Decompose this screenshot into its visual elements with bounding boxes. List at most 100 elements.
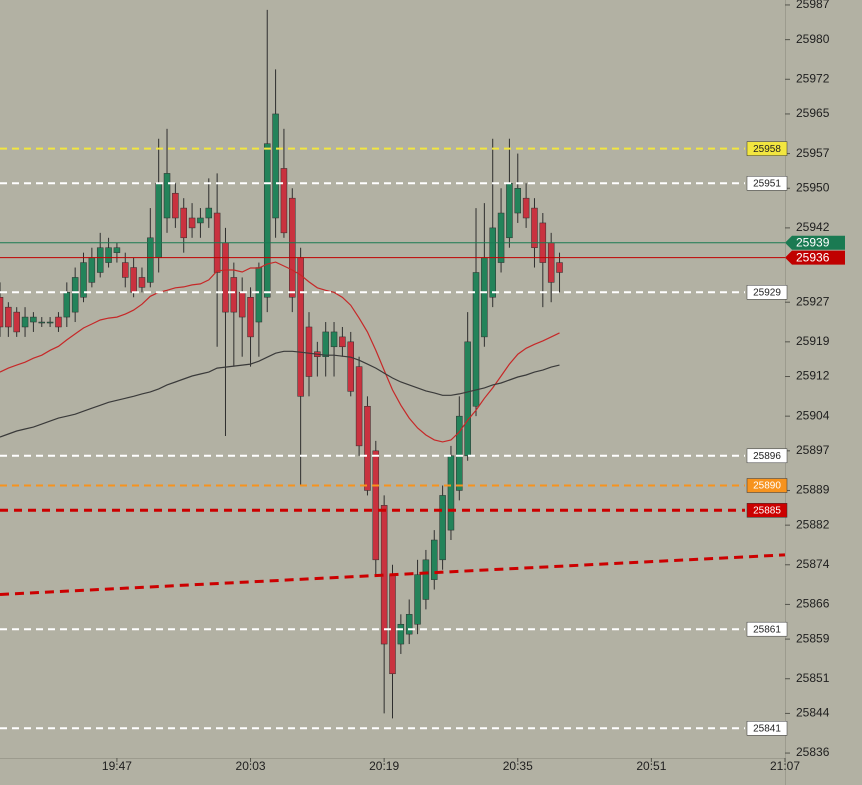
candle-body bbox=[297, 257, 304, 397]
x-tick-label: 20:19 bbox=[369, 759, 399, 773]
candle-body bbox=[405, 614, 413, 635]
candle-body bbox=[347, 341, 354, 392]
y-tick-label: 25889 bbox=[796, 483, 830, 497]
price-label: 25936 bbox=[796, 250, 830, 264]
candle-body bbox=[305, 326, 313, 377]
candle-body bbox=[447, 455, 455, 531]
candle-body bbox=[172, 192, 179, 219]
candle-body bbox=[130, 267, 137, 293]
candle-body bbox=[96, 247, 104, 273]
candle-body bbox=[180, 207, 187, 239]
candle-body bbox=[13, 311, 20, 333]
candle-body bbox=[372, 450, 380, 561]
price-label-box bbox=[785, 250, 845, 265]
candle-body bbox=[464, 341, 471, 457]
candle-body bbox=[514, 188, 522, 214]
level-label: 25929 bbox=[753, 287, 781, 298]
y-tick-label: 25874 bbox=[796, 557, 830, 571]
candle-body bbox=[247, 297, 254, 338]
level-label: 25951 bbox=[753, 178, 781, 189]
candle-body bbox=[63, 292, 71, 318]
level-label-box bbox=[746, 285, 788, 300]
level-label: 25890 bbox=[753, 481, 781, 492]
candle-body bbox=[0, 297, 4, 328]
candle-body bbox=[147, 237, 154, 283]
candle-body bbox=[263, 143, 271, 298]
y-tick-label: 25927 bbox=[796, 294, 830, 308]
candle-body bbox=[46, 321, 54, 324]
candle-body bbox=[506, 183, 513, 239]
y-tick-label: 25972 bbox=[796, 71, 830, 85]
candle-body bbox=[113, 247, 121, 253]
moving-average-line bbox=[0, 350, 560, 438]
y-tick-label: 25912 bbox=[796, 369, 830, 383]
level-label: 25841 bbox=[753, 723, 781, 734]
candle-body bbox=[439, 495, 446, 561]
level-label: 25896 bbox=[753, 451, 781, 462]
price-label-box bbox=[785, 235, 845, 250]
level-label: 25958 bbox=[753, 144, 781, 155]
level-label-box bbox=[746, 721, 788, 736]
y-tick-label: 25866 bbox=[796, 597, 830, 611]
level-label-box bbox=[746, 176, 788, 191]
candle-body bbox=[272, 113, 279, 219]
candle-body bbox=[472, 272, 480, 407]
candle-body bbox=[30, 316, 37, 323]
candle-body bbox=[364, 405, 371, 491]
level-label: 25861 bbox=[753, 624, 781, 635]
level-label-box bbox=[746, 503, 788, 518]
candle-body bbox=[21, 316, 29, 328]
y-tick-label: 25957 bbox=[796, 146, 830, 160]
candle-body bbox=[431, 539, 438, 580]
y-tick-label: 25987 bbox=[796, 0, 830, 11]
level-label-box bbox=[746, 448, 788, 464]
candle-body bbox=[88, 257, 96, 283]
candle-body bbox=[556, 262, 563, 273]
candle-body bbox=[230, 277, 238, 313]
candle-body bbox=[497, 212, 505, 263]
y-tick-label: 25980 bbox=[796, 32, 830, 46]
price-label: 25939 bbox=[796, 235, 830, 249]
candle-body bbox=[138, 277, 146, 288]
level-label-box bbox=[746, 478, 788, 493]
candle-body bbox=[5, 306, 12, 328]
candle-body bbox=[105, 247, 112, 263]
x-tick-label: 21:07 bbox=[770, 759, 800, 773]
candle-body bbox=[38, 321, 46, 324]
candle-body bbox=[422, 559, 430, 600]
candle-body bbox=[280, 168, 288, 234]
x-tick-label: 20:35 bbox=[503, 759, 533, 773]
candle-body bbox=[255, 267, 263, 323]
candle-body bbox=[205, 207, 213, 219]
candle-body bbox=[188, 217, 196, 229]
candle-body bbox=[355, 366, 363, 447]
y-tick-label: 25950 bbox=[796, 180, 830, 194]
trendline bbox=[0, 553, 786, 597]
y-tick-label: 25882 bbox=[796, 517, 830, 531]
candle-body bbox=[330, 331, 338, 348]
x-tick-label: 20:51 bbox=[636, 759, 666, 773]
candle-body bbox=[481, 257, 488, 338]
x-tick-label: 20:03 bbox=[236, 759, 266, 773]
candle-body bbox=[122, 262, 129, 278]
candle-body bbox=[456, 415, 463, 491]
candle-body bbox=[547, 242, 555, 283]
candle-body bbox=[238, 292, 246, 318]
candle-body bbox=[71, 277, 79, 313]
y-tick-label: 25836 bbox=[796, 745, 830, 759]
candle-body bbox=[55, 316, 62, 328]
y-tick-label: 25897 bbox=[796, 443, 830, 457]
y-tick-label: 25919 bbox=[796, 334, 830, 348]
y-tick-label: 25844 bbox=[796, 706, 830, 720]
y-tick-label: 25851 bbox=[796, 671, 830, 685]
candle-body bbox=[322, 331, 329, 357]
candle-body bbox=[489, 227, 496, 298]
y-tick-label: 25965 bbox=[796, 106, 830, 120]
level-label-box bbox=[746, 621, 788, 637]
candle-body bbox=[155, 183, 162, 258]
moving-average-line bbox=[0, 261, 560, 443]
candle-body bbox=[197, 217, 204, 224]
x-tick-label: 19:47 bbox=[102, 759, 132, 773]
